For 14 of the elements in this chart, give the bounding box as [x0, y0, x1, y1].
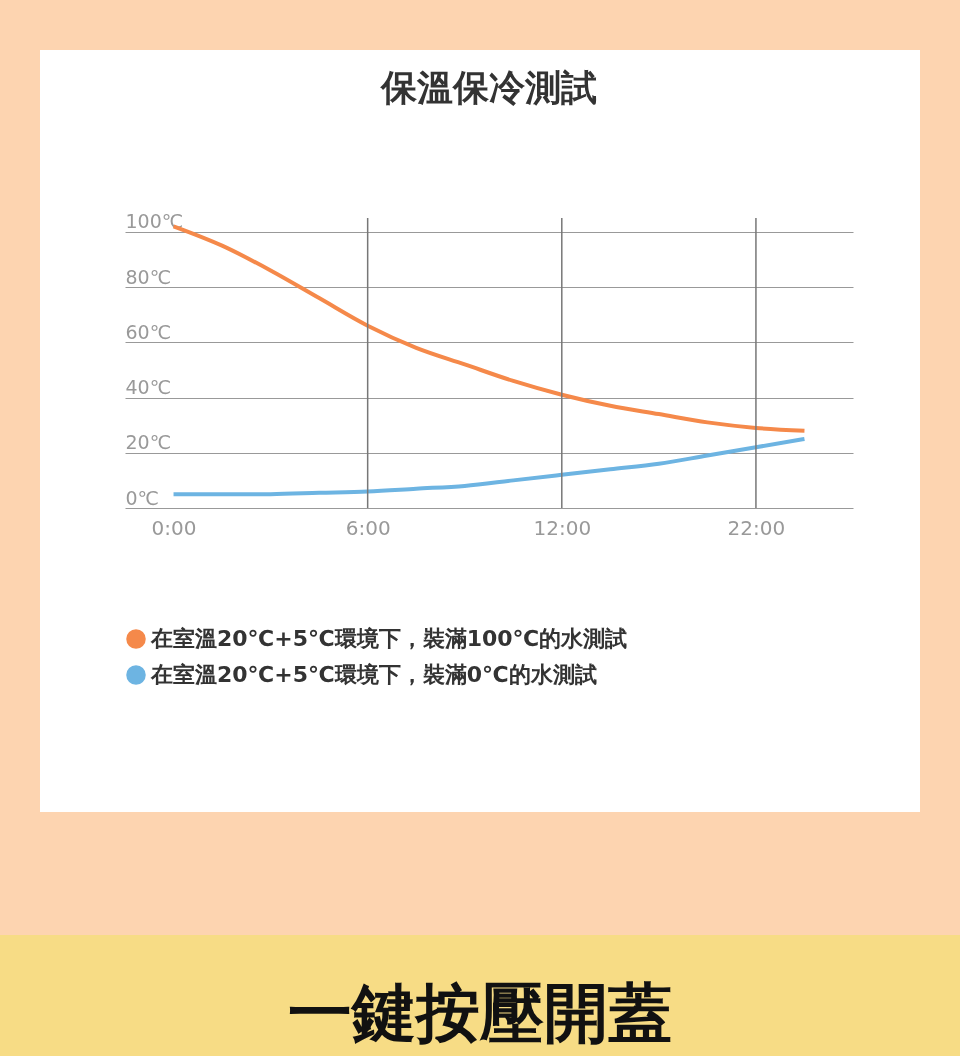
y-tick-label: 80℃ [125, 265, 172, 288]
x-tick-label: 6:00 [345, 515, 391, 540]
legend-label: 在室溫20℃+5℃環境下，裝滿0℃的水測試 [150, 662, 597, 687]
x-tick-label: 22:00 [727, 515, 786, 540]
x-tick-label: 0:00 [151, 515, 197, 540]
text: 一鍵按壓開蓋 [287, 975, 673, 1052]
y-tick-label: 100℃ [125, 210, 184, 233]
chart-title: 保溫保冷測試 [379, 66, 597, 108]
y-tick-label: 40℃ [125, 376, 172, 399]
y-tick-label: 20℃ [125, 431, 172, 454]
y-tick-label: 60℃ [125, 320, 172, 343]
legend-label: 在室溫20℃+5℃環境下，裝滿100℃的水測試 [150, 626, 628, 651]
x-tick-label: 12:00 [533, 515, 592, 540]
y-tick-label: 0℃ [125, 486, 159, 509]
